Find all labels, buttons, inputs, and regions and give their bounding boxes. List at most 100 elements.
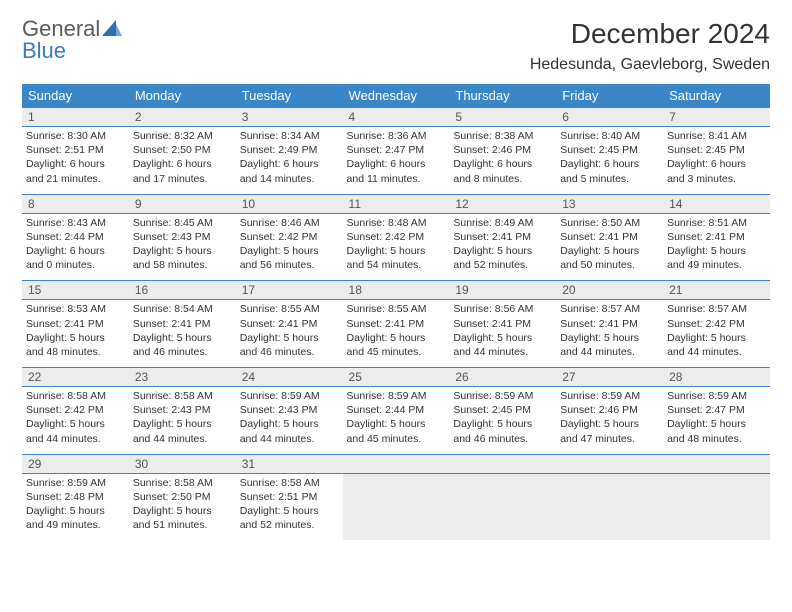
sunrise-text: Sunrise: 8:51 AM	[667, 216, 766, 230]
daylight-text: and 45 minutes.	[347, 432, 446, 446]
daylight-text: Daylight: 6 hours	[133, 157, 232, 171]
daylight-text: and 49 minutes.	[667, 258, 766, 272]
day-number-cell: 23	[129, 368, 236, 387]
day-cell: Sunrise: 8:30 AMSunset: 2:51 PMDaylight:…	[22, 127, 129, 195]
calendar-body: 1234567 Sunrise: 8:30 AMSunset: 2:51 PM Da…	[22, 108, 770, 541]
sunrise-text: Sunrise: 8:59 AM	[347, 389, 446, 403]
day-number-cell: 7	[663, 108, 770, 127]
day-cell: Sunrise: 8:43 AMSunset: 2:44 PMDaylight:…	[22, 213, 129, 281]
daylight-text: Daylight: 5 hours	[26, 417, 125, 431]
daylight-text: and 48 minutes.	[667, 432, 766, 446]
location-text: Hedesunda, Gaevleborg, Sweden	[530, 56, 770, 74]
day-cell: Sunrise: 8:59 AMSunset: 2:43 PMDaylight:…	[236, 387, 343, 455]
day-header: Thursday	[449, 84, 556, 108]
day-number-cell: 8	[22, 194, 129, 213]
sunrise-text: Sunrise: 8:58 AM	[133, 476, 232, 490]
sunset-text: Sunset: 2:51 PM	[26, 143, 125, 157]
day-number-cell: 12	[449, 194, 556, 213]
day-number-cell: 6	[556, 108, 663, 127]
sunrise-text: Sunrise: 8:50 AM	[560, 216, 659, 230]
daylight-text: Daylight: 5 hours	[453, 244, 552, 258]
day-cell: Sunrise: 8:57 AMSunset: 2:41 PMDaylight:…	[556, 300, 663, 368]
day-cell: Sunrise: 8:58 AMSunset: 2:51 PMDaylight:…	[236, 473, 343, 540]
daylight-text: and 49 minutes.	[26, 518, 125, 532]
sunset-text: Sunset: 2:43 PM	[133, 403, 232, 417]
day-number-cell: 22	[22, 368, 129, 387]
sunrise-text: Sunrise: 8:59 AM	[560, 389, 659, 403]
day-cell: Sunrise: 8:58 AMSunset: 2:50 PMDaylight:…	[129, 473, 236, 540]
day-number-cell: 14	[663, 194, 770, 213]
day-header: Friday	[556, 84, 663, 108]
daylight-text: and 44 minutes.	[26, 432, 125, 446]
daylight-text: and 54 minutes.	[347, 258, 446, 272]
daynum-row: 1234567	[22, 108, 770, 127]
daylight-text: Daylight: 5 hours	[133, 331, 232, 345]
sunset-text: Sunset: 2:42 PM	[347, 230, 446, 244]
daylight-text: Daylight: 5 hours	[347, 331, 446, 345]
day-cell: Sunrise: 8:54 AMSunset: 2:41 PMDaylight:…	[129, 300, 236, 368]
day-number-cell: 15	[22, 281, 129, 300]
daylight-text: Daylight: 5 hours	[560, 417, 659, 431]
daynum-row: 15161718192021	[22, 281, 770, 300]
day-cell	[449, 473, 556, 540]
sunrise-text: Sunrise: 8:38 AM	[453, 129, 552, 143]
sunset-text: Sunset: 2:41 PM	[240, 317, 339, 331]
daynum-row: 22232425262728	[22, 368, 770, 387]
sunrise-text: Sunrise: 8:36 AM	[347, 129, 446, 143]
sunset-text: Sunset: 2:41 PM	[667, 230, 766, 244]
logo: General Blue	[22, 18, 122, 62]
sunset-text: Sunset: 2:45 PM	[453, 403, 552, 417]
week-row: Sunrise: 8:53 AMSunset: 2:41 PMDaylight:…	[22, 300, 770, 368]
sunrise-text: Sunrise: 8:48 AM	[347, 216, 446, 230]
sunset-text: Sunset: 2:45 PM	[667, 143, 766, 157]
daylight-text: Daylight: 5 hours	[347, 417, 446, 431]
daylight-text: Daylight: 5 hours	[240, 244, 339, 258]
day-cell: Sunrise: 8:58 AMSunset: 2:42 PMDaylight:…	[22, 387, 129, 455]
sunrise-text: Sunrise: 8:57 AM	[667, 302, 766, 316]
daylight-text: Daylight: 6 hours	[667, 157, 766, 171]
day-header: Sunday	[22, 84, 129, 108]
day-cell: Sunrise: 8:59 AMSunset: 2:48 PMDaylight:…	[22, 473, 129, 540]
sunset-text: Sunset: 2:42 PM	[240, 230, 339, 244]
day-cell: Sunrise: 8:34 AMSunset: 2:49 PMDaylight:…	[236, 127, 343, 195]
day-number-cell	[449, 454, 556, 473]
sunset-text: Sunset: 2:42 PM	[26, 403, 125, 417]
sunset-text: Sunset: 2:50 PM	[133, 143, 232, 157]
day-number-cell	[343, 454, 450, 473]
day-number-cell: 11	[343, 194, 450, 213]
day-cell: Sunrise: 8:46 AMSunset: 2:42 PMDaylight:…	[236, 213, 343, 281]
day-number-cell: 25	[343, 368, 450, 387]
day-number-cell: 17	[236, 281, 343, 300]
daylight-text: Daylight: 5 hours	[240, 417, 339, 431]
sunset-text: Sunset: 2:46 PM	[453, 143, 552, 157]
daylight-text: and 56 minutes.	[240, 258, 339, 272]
sunrise-text: Sunrise: 8:32 AM	[133, 129, 232, 143]
daylight-text: Daylight: 5 hours	[240, 504, 339, 518]
sunrise-text: Sunrise: 8:55 AM	[240, 302, 339, 316]
week-row: Sunrise: 8:30 AMSunset: 2:51 PM Daylight:…	[22, 127, 770, 195]
day-number-cell: 24	[236, 368, 343, 387]
day-number-cell: 3	[236, 108, 343, 127]
daylight-text: and 51 minutes.	[133, 518, 232, 532]
daylight-text: Daylight: 6 hours	[347, 157, 446, 171]
day-cell: Sunrise: 8:59 AMSunset: 2:45 PMDaylight:…	[449, 387, 556, 455]
day-cell: Sunrise: 8:57 AMSunset: 2:42 PMDaylight:…	[663, 300, 770, 368]
sunset-text: Sunset: 2:47 PM	[667, 403, 766, 417]
sunset-text: Sunset: 2:46 PM	[560, 403, 659, 417]
logo-text: General Blue	[22, 18, 122, 62]
daylight-text: and 44 minutes.	[560, 345, 659, 359]
day-header: Saturday	[663, 84, 770, 108]
day-cell: Sunrise: 8:38 AMSunset: 2:46 PMDaylight:…	[449, 127, 556, 195]
day-header: Monday	[129, 84, 236, 108]
day-number-cell	[663, 454, 770, 473]
daylight-text: and 44 minutes.	[133, 432, 232, 446]
daylight-text: and 47 minutes.	[560, 432, 659, 446]
daylight-text: and 52 minutes.	[240, 518, 339, 532]
sunset-text: Sunset: 2:41 PM	[560, 317, 659, 331]
sunrise-text: Sunrise: 8:30 AM	[26, 129, 125, 143]
sunset-text: Sunset: 2:47 PM	[347, 143, 446, 157]
day-cell: Sunrise: 8:56 AMSunset: 2:41 PMDaylight:…	[449, 300, 556, 368]
sunset-text: Sunset: 2:43 PM	[240, 403, 339, 417]
day-cell: Sunrise: 8:51 AMSunset: 2:41 PMDaylight:…	[663, 213, 770, 281]
day-cell	[663, 473, 770, 540]
